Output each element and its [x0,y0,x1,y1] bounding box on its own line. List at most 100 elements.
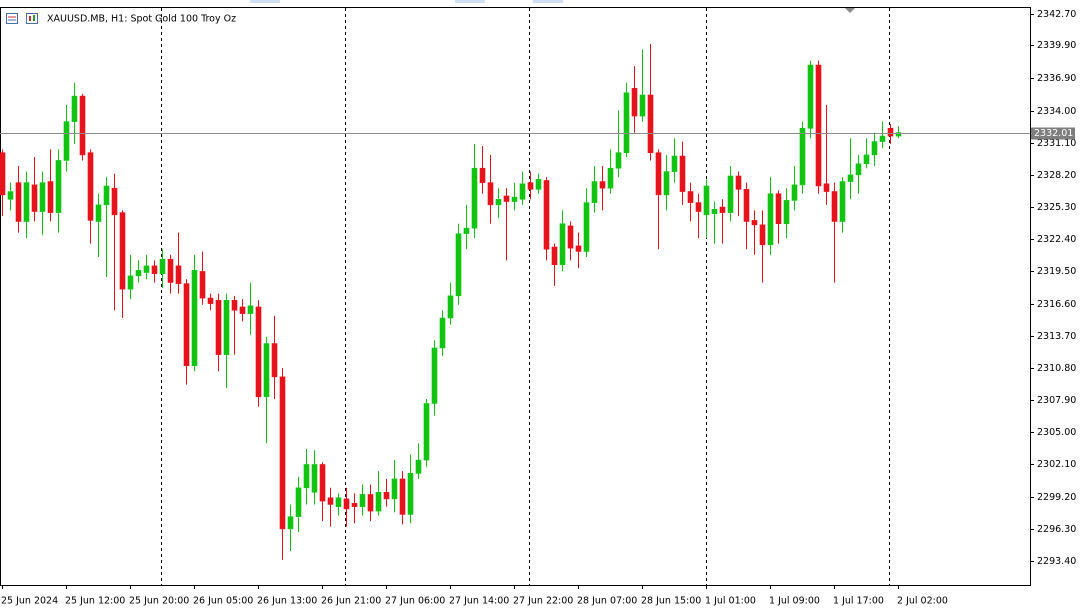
y-tick-label: 2328.20 [1037,170,1076,181]
candle-body [199,271,206,299]
candle-body [575,245,582,252]
candle-body [367,494,374,512]
y-tick-label: 2293.40 [1037,556,1076,567]
candle-body [879,135,886,142]
candle-body [863,154,870,165]
candle-body [639,94,646,117]
candle-body [471,167,478,229]
candle-body [695,202,702,212]
candle-body [207,297,214,304]
x-tick-label: 1 Jul 17:00 [833,596,884,607]
candle-body [279,376,286,530]
candle-body [15,182,22,222]
candle-body [607,167,614,189]
candle-body [343,498,350,510]
icon [6,13,18,24]
candle-body [447,295,454,319]
x-tick-label: 28 Jun 07:00 [577,596,637,607]
candle-body [855,163,862,176]
candle-body [711,208,718,215]
x-tick-label: 1 Jul 01:00 [705,596,756,607]
x-tick-label: 27 Jun 22:00 [513,596,573,607]
candle-body [71,95,78,122]
candle-body [551,246,558,266]
candle-body [135,270,142,277]
candle-body [895,132,902,137]
candle-body [735,175,742,190]
candle-body [0,152,6,196]
y-tick-label: 2336.90 [1037,73,1076,84]
candle-body [407,473,414,515]
candle-body [55,160,62,213]
candle-body [591,181,598,203]
candle-body [335,497,342,507]
candle-body [623,92,630,153]
y-tick-label: 2334.00 [1037,106,1076,117]
candle-body [183,283,190,367]
candle-body [167,258,174,283]
candle-body [111,187,118,216]
toolbar-tab [250,0,280,3]
candle-body [511,196,518,202]
candle-body [599,181,606,189]
candle-body [823,183,830,192]
candle-body [391,478,398,500]
candle-body [663,171,670,196]
y-tick-label: 2307.90 [1037,395,1076,406]
candle-body [631,88,638,117]
candle-body [535,179,542,190]
candle-body [583,202,590,252]
candle-body [231,299,238,311]
candle-body [103,185,110,206]
candle-body [295,487,302,517]
candle-body [47,181,54,213]
candle-body [503,195,510,202]
x-tick-label: 26 Jun 13:00 [257,596,317,607]
candle-body [375,491,382,512]
shift-marker [845,8,855,13]
x-tick-label: 26 Jun 21:00 [321,596,381,607]
candle-body [831,191,838,222]
candle-body [271,343,278,378]
y-tick-label: 2325.30 [1037,202,1076,213]
candle-body [647,94,654,153]
candle-body [679,155,686,192]
candle-body [191,270,198,367]
candle-body [7,191,14,200]
candle-body [327,497,334,505]
candle-body [119,212,126,290]
candle-body [399,478,406,515]
candle-body [23,182,30,222]
candle-body [287,516,294,530]
candle-body [527,182,534,190]
x-tick-label: 1 Jul 09:00 [769,596,820,607]
y-tick-label: 2299.20 [1037,492,1076,503]
candle-body [439,317,446,349]
candle-body [687,191,694,203]
candle-body [95,204,102,222]
candle-body [887,127,894,137]
y-tick-label: 2339.90 [1037,40,1076,51]
candle-body [791,184,798,201]
y-tick-label: 2331.10 [1037,138,1076,149]
last-price-label: 2332.01 [1034,128,1073,139]
candle-body [847,174,854,182]
candle-body [751,220,758,226]
candle-body [759,224,766,246]
toolbar-tab [533,0,563,3]
candle-body [519,183,526,200]
toolbar-tab [455,0,485,3]
candle-body [143,265,150,273]
candle-body [431,347,438,404]
candle-body [775,193,782,225]
candle-body [463,227,470,234]
candles [0,43,902,560]
x-tick-label: 27 Jun 06:00 [385,596,445,607]
x-tick-label: 27 Jun 14:00 [449,596,509,607]
candle-body [159,258,166,274]
candle-body [39,182,46,212]
candle-body [359,494,366,507]
